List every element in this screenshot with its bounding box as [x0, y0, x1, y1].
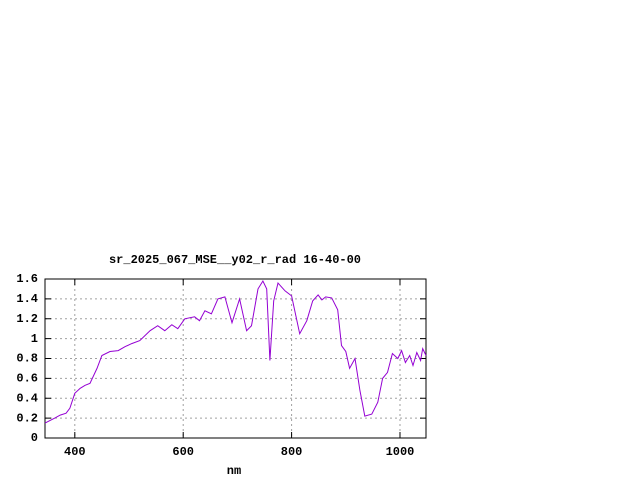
y-tick-label: 0.8 [16, 352, 38, 366]
y-tick-label: 0.6 [16, 372, 38, 386]
x-tick-label: 800 [281, 445, 303, 459]
y-tick-label: 0.2 [16, 411, 38, 425]
y-tick-label: 1.2 [16, 312, 38, 326]
x-tick-label: 400 [64, 445, 86, 459]
data-line [44, 279, 427, 424]
plot-border [44, 278, 427, 439]
chart-title: sr_2025_067_MSE__y02_r_rad 16-40-00 [109, 253, 361, 267]
x-tick-label: 600 [172, 445, 194, 459]
x-tick-label: 1000 [386, 445, 415, 459]
y-tick-label: 1 [31, 332, 38, 346]
y-tick-label: 1.4 [16, 292, 38, 306]
y-tick-label: 0 [31, 431, 38, 445]
y-tick-label: 0.4 [16, 391, 38, 405]
x-axis-label: nm [227, 464, 241, 478]
y-tick-label: 1.6 [16, 272, 38, 286]
